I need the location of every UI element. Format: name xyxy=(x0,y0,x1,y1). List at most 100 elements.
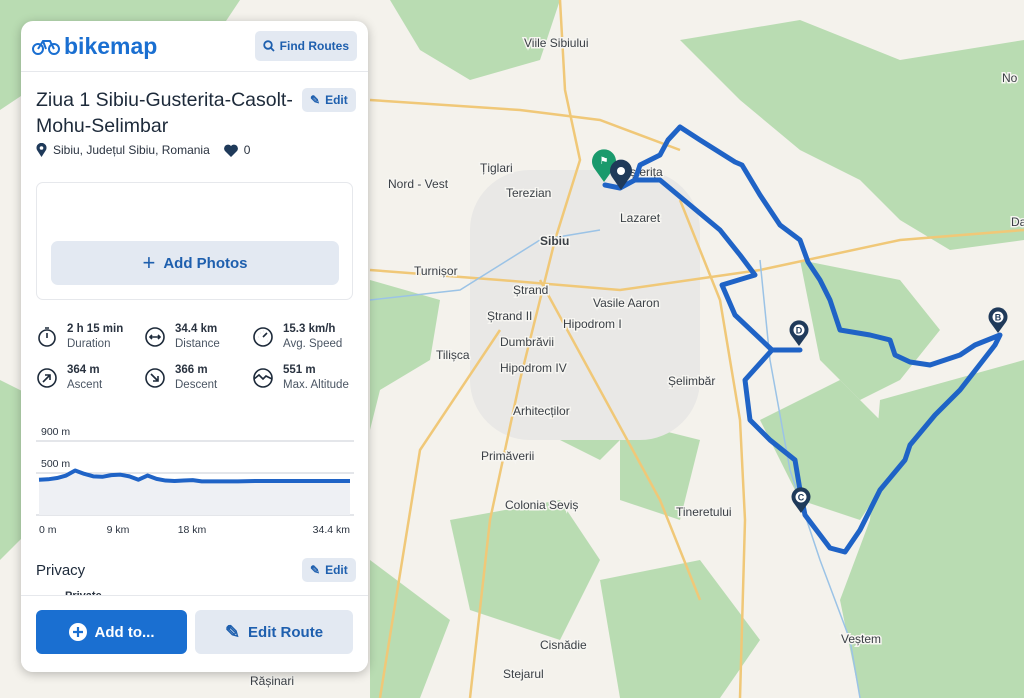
elevation-area xyxy=(39,470,350,515)
map-label: Terezian xyxy=(506,186,551,200)
urban-area xyxy=(470,170,700,440)
logo-text: bikemap xyxy=(64,32,158,59)
map-label: Viile Sibiului xyxy=(524,36,588,50)
edit-route-button[interactable]: ✎ Edit Route xyxy=(195,610,353,654)
plus-icon: + xyxy=(142,250,156,275)
map-label: Ștrand xyxy=(513,283,548,297)
map-label: Turnișor xyxy=(414,264,458,278)
distance-arrows-icon xyxy=(145,326,165,347)
stat-ascent: 364 m Ascent xyxy=(36,364,144,391)
stat-value: 34.4 km xyxy=(175,323,218,335)
stat-value: 366 m xyxy=(175,364,208,376)
y-tick-label: 900 m xyxy=(41,426,70,438)
stat-label: Descent xyxy=(175,379,218,391)
map-label: Șelimbăr xyxy=(668,374,715,388)
start-marker[interactable]: ⚑ xyxy=(592,149,616,182)
map-label: Hipodrom I xyxy=(563,317,622,331)
elevation-line xyxy=(38,468,350,484)
add-photos-label: Add Photos xyxy=(163,254,248,272)
end-marker[interactable] xyxy=(609,159,632,190)
stat-value: 364 m xyxy=(67,364,100,376)
stopwatch-icon xyxy=(38,326,56,347)
map-label: Cisnădie xyxy=(540,638,587,652)
plus-circle-icon xyxy=(68,623,87,641)
edit-label: Edit xyxy=(325,93,348,107)
panel-header: bikemap Find Routes xyxy=(21,21,368,72)
privacy-title: Privacy xyxy=(36,562,86,579)
waypoint-marker-d[interactable]: D xyxy=(789,320,809,346)
x-tick-label: 9 km xyxy=(107,524,130,536)
map-label: Sibiu xyxy=(540,234,569,248)
stat-descent: 366 m Descent xyxy=(144,364,252,391)
stat-label: Ascent xyxy=(67,379,103,391)
bikemap-logo[interactable]: bikemap xyxy=(32,33,157,60)
waypoint-marker-b[interactable]: B xyxy=(988,307,1008,333)
find-routes-button[interactable]: Find Routes xyxy=(254,31,357,61)
svg-text:⚑: ⚑ xyxy=(600,156,609,167)
pencil-icon: ✎ xyxy=(310,563,321,577)
route-title: Ziua 1 Sibiu-Gusterita-Casolt-Mohu-Selim… xyxy=(36,89,293,137)
map-label: Da xyxy=(1011,215,1024,229)
route-stats: 2 h 15 min Duration 34.4 km Distance 15.3 km… xyxy=(36,323,366,391)
edit-privacy-button[interactable]: ✎ Edit xyxy=(302,558,356,582)
edit-title-button[interactable]: ✎ Edit xyxy=(302,88,356,112)
map-label: Rășinari xyxy=(250,674,294,688)
add-photos-button[interactable]: + Add Photos xyxy=(51,241,339,285)
x-tick-label: 0 m xyxy=(39,524,57,536)
route-panel: bikemap Find Routes Ziua 1 Sibiu-Gusteri… xyxy=(21,21,368,672)
stat-label: Avg. Speed xyxy=(283,338,343,350)
marker-letter: C xyxy=(798,493,805,503)
heart-icon[interactable] xyxy=(223,144,238,157)
map-label: Vasile Aaron xyxy=(593,296,660,310)
add-to-label: Add to... xyxy=(94,623,155,641)
map-label: Colonia Seviș xyxy=(505,498,578,512)
route-line[interactable] xyxy=(602,124,1003,555)
speedometer-icon xyxy=(253,326,273,347)
location-text: Sibiu, Județul Sibiu, Romania xyxy=(53,143,210,157)
x-tick-label: 34.4 km xyxy=(313,524,351,536)
y-tick-label: 500 m xyxy=(41,458,70,470)
find-routes-label: Find Routes xyxy=(279,39,349,53)
stat-label: Distance xyxy=(175,338,220,350)
edit-label: Edit xyxy=(325,563,348,577)
x-tick-label: 18 km xyxy=(178,524,207,536)
marker-letter: D xyxy=(796,326,803,336)
stat-max-altitude: 551 m Max. Altitude xyxy=(252,364,362,391)
map-label: Stejarul xyxy=(503,667,544,681)
bike-icon xyxy=(32,40,60,55)
map-label: Țiglari xyxy=(480,161,513,175)
route-location: Sibiu, Județul Sibiu, Romania 0 xyxy=(36,143,250,157)
stat-value: 2 h 15 min xyxy=(67,323,124,335)
descent-arrow-icon xyxy=(145,367,165,388)
photos-section: + Add Photos xyxy=(36,182,353,300)
stat-distance: 34.4 km Distance xyxy=(144,323,252,350)
waypoint-marker-c[interactable]: C xyxy=(791,487,811,513)
add-to-button[interactable]: Add to... xyxy=(36,610,187,654)
stat-value: 15.3 km/h xyxy=(283,323,336,335)
map-label: Veștem xyxy=(841,632,881,646)
panel-footer: Add to... ✎ Edit Route xyxy=(21,595,368,672)
map-label: Tineretului xyxy=(676,505,732,519)
map-label: Nord - Vest xyxy=(388,177,449,191)
map-label: Dumbrăvii xyxy=(500,335,554,349)
stat-value: 551 m xyxy=(283,364,316,376)
likes-count: 0 xyxy=(243,143,251,157)
pencil-icon: ✎ xyxy=(224,621,241,642)
ascent-arrow-icon xyxy=(37,367,57,388)
map-label: Lazaret xyxy=(620,211,661,225)
map-label: Hipodrom IV xyxy=(500,361,567,375)
map-label: Tilișca xyxy=(436,348,470,362)
search-icon xyxy=(262,40,275,52)
map-label: Arhitecților xyxy=(513,404,570,418)
map-label: Ștrand II xyxy=(487,309,532,323)
edit-route-label: Edit Route xyxy=(248,623,324,641)
map-label: No xyxy=(1002,71,1018,85)
pencil-icon: ✎ xyxy=(310,93,321,107)
marker-letter: B xyxy=(995,313,1002,323)
map-label: Primăverii xyxy=(481,449,534,463)
stat-label: Max. Altitude xyxy=(283,379,349,391)
location-pin-icon xyxy=(36,143,47,157)
stat-label: Duration xyxy=(67,338,111,350)
altitude-icon xyxy=(253,367,273,388)
